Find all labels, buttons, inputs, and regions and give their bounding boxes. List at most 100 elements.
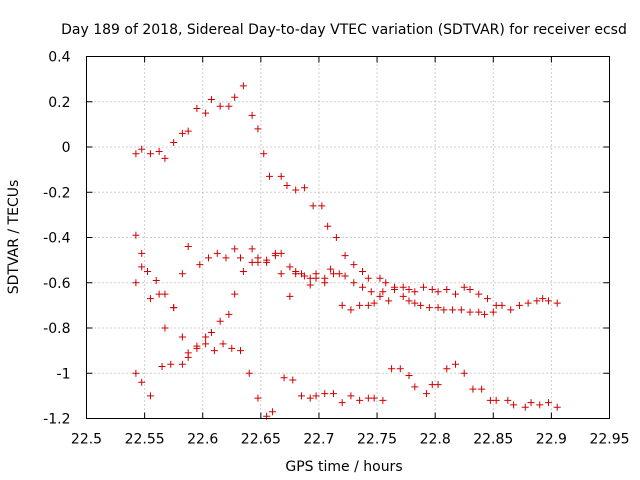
data-point [321, 279, 329, 287]
data-point [248, 245, 256, 253]
data-point [184, 353, 192, 361]
data-point [280, 374, 288, 382]
data-point [146, 295, 154, 303]
data-point [364, 301, 372, 309]
x-tick-label: 22.95 [589, 432, 629, 448]
data-point [329, 270, 337, 278]
y-tick-label: -0.6 [43, 276, 70, 292]
data-point [202, 333, 210, 341]
data-point [521, 403, 529, 411]
data-point [277, 249, 285, 257]
y-tick-label: 0.2 [48, 95, 70, 111]
plot-frame [86, 56, 610, 419]
data-point [152, 276, 160, 284]
data-point [132, 150, 140, 158]
data-point [271, 252, 279, 260]
data-point [396, 365, 404, 373]
data-point [425, 304, 433, 312]
data-point [222, 254, 230, 262]
data-point [216, 102, 224, 110]
data-point [385, 297, 393, 305]
data-point [449, 306, 457, 314]
data-point [370, 299, 378, 307]
data-point [178, 129, 186, 137]
data-point [411, 288, 419, 296]
y-tick-labels: 0.4 0.2 0 -0.2 -0.4 -0.6 -0.8 -1 -1.2 [43, 50, 70, 428]
y-tick-label: -0.4 [43, 231, 70, 247]
data-point [376, 274, 384, 282]
data-point [207, 329, 215, 337]
data-point [434, 304, 442, 312]
data-point [347, 306, 355, 314]
data-point [492, 396, 500, 404]
data-point [144, 267, 152, 275]
y-tick-label: -0.2 [43, 185, 70, 201]
data-point [236, 347, 244, 355]
data-point [283, 181, 291, 189]
data-point [298, 392, 306, 400]
data-point [457, 306, 465, 314]
data-point [356, 301, 364, 309]
data-point [379, 288, 387, 296]
data-point [347, 392, 355, 400]
series-track-2 [132, 231, 497, 318]
data-point [466, 308, 474, 316]
data-point [309, 202, 317, 210]
x-tick-label: 22.85 [473, 432, 513, 448]
data-point [504, 396, 512, 404]
data-point [420, 283, 428, 291]
data-point [298, 270, 306, 278]
data-point [312, 392, 320, 400]
data-point [359, 267, 367, 275]
data-point [167, 360, 175, 368]
data-point [356, 396, 364, 404]
data-point [388, 365, 396, 373]
x-tick-label: 22.65 [241, 432, 281, 448]
x-tick-label: 22.75 [357, 432, 397, 448]
data-point [341, 272, 349, 280]
data-point [338, 301, 346, 309]
data-point [483, 295, 491, 303]
data-point [205, 254, 213, 262]
data-point [466, 286, 474, 294]
data-point [184, 127, 192, 135]
data-point [231, 93, 239, 101]
data-point [266, 172, 274, 180]
y-tick-label: -1 [57, 366, 71, 382]
data-point [364, 274, 372, 282]
data-point [515, 301, 523, 309]
data-point [341, 252, 349, 260]
data-point [390, 286, 398, 294]
y-tick-label: -0.8 [43, 321, 70, 337]
x-tick-label: 22.6 [187, 432, 218, 448]
data-point [452, 360, 460, 368]
data-point [376, 292, 384, 300]
data-point [367, 288, 375, 296]
data-point [155, 148, 163, 156]
data-point [329, 390, 337, 398]
data-point [434, 288, 442, 296]
x-tick-label: 22.9 [536, 432, 567, 448]
data-point [469, 385, 477, 393]
data-point [428, 286, 436, 294]
data-point [138, 145, 146, 153]
data-point [289, 376, 297, 384]
data-point [405, 286, 413, 294]
data-point [405, 372, 413, 380]
data-point [178, 360, 186, 368]
y-tick-label: -1.2 [43, 412, 70, 428]
data-point [350, 279, 358, 287]
data-point [359, 283, 367, 291]
data-point [184, 243, 192, 251]
data-point [254, 258, 262, 266]
data-point [399, 292, 407, 300]
x-tick-label: 22.7 [303, 432, 334, 448]
data-point [225, 310, 233, 318]
data-point [478, 385, 486, 393]
data-point [207, 95, 215, 103]
data-point [219, 340, 227, 348]
data-point [306, 394, 314, 402]
data-point [443, 365, 451, 373]
data-point [254, 125, 262, 133]
